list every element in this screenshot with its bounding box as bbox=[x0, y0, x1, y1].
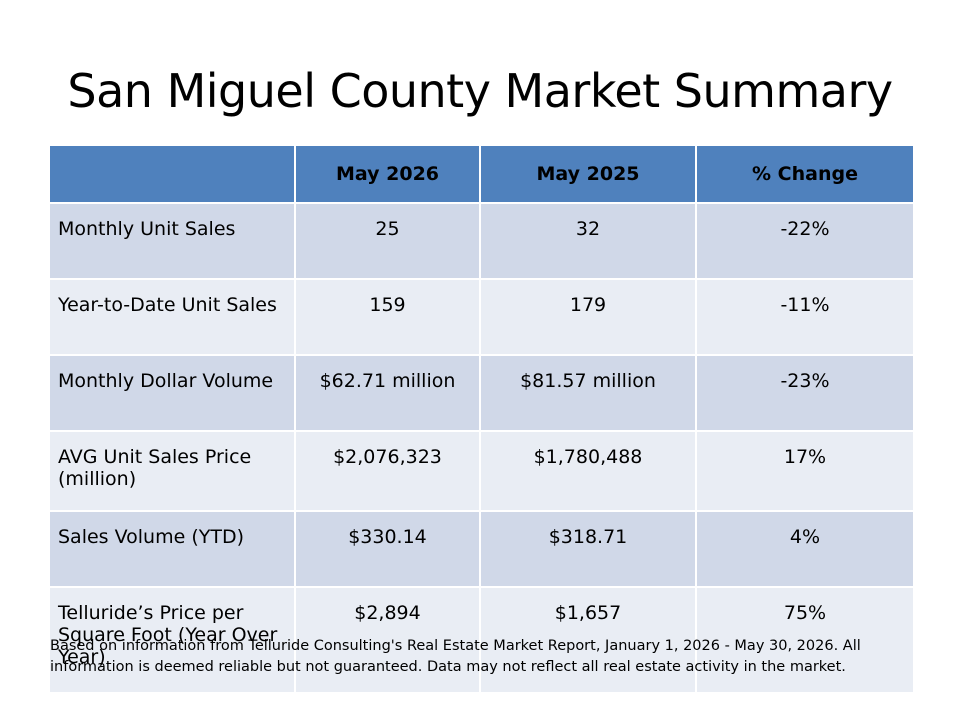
cell-may-2025: $1,657 bbox=[479, 586, 697, 694]
page-title: San Miguel County Market Summary bbox=[67, 64, 893, 118]
header-may-2025: May 2025 bbox=[479, 144, 697, 204]
row-label: Year-to-Date Unit Sales bbox=[48, 278, 296, 356]
cell-change: 75% bbox=[695, 586, 915, 694]
table-row: Sales Volume (YTD) $330.14 $318.71 4% bbox=[48, 510, 915, 588]
header-may-2026: May 2026 bbox=[294, 144, 481, 204]
cell-may-2025: $318.71 bbox=[479, 510, 697, 588]
row-label: Monthly Unit Sales bbox=[48, 202, 296, 280]
cell-change: 4% bbox=[695, 510, 915, 588]
cell-change: -22% bbox=[695, 202, 915, 280]
header-blank bbox=[48, 144, 296, 204]
cell-may-2026: 159 bbox=[294, 278, 481, 356]
cell-may-2026: 25 bbox=[294, 202, 481, 280]
cell-may-2026: $2,894 bbox=[294, 586, 481, 694]
cell-may-2026: $330.14 bbox=[294, 510, 481, 588]
table-row: Monthly Dollar Volume $62.71 million $81… bbox=[48, 354, 915, 432]
cell-change: -11% bbox=[695, 278, 915, 356]
row-label: Sales Volume (YTD) bbox=[48, 510, 296, 588]
cell-may-2025: 179 bbox=[479, 278, 697, 356]
footnote: Based on information from Telluride Cons… bbox=[50, 638, 861, 675]
cell-change: -23% bbox=[695, 354, 915, 432]
row-label: Telluride’s Price per Square Foot (Year … bbox=[48, 586, 296, 694]
table-row: Monthly Unit Sales 25 32 -22% bbox=[48, 202, 915, 280]
header-percent-change: % Change bbox=[695, 144, 915, 204]
cell-change: 17% bbox=[695, 430, 915, 512]
cell-may-2025: $1,780,488 bbox=[479, 430, 697, 512]
cell-may-2025: 32 bbox=[479, 202, 697, 280]
table-row: AVG Unit Sales Price (million) $2,076,32… bbox=[48, 430, 915, 512]
table-header-row: May 2026 May 2025 % Change bbox=[48, 144, 915, 204]
row-label: Monthly Dollar Volume bbox=[48, 354, 296, 432]
cell-may-2026: $2,076,323 bbox=[294, 430, 481, 512]
cell-may-2026: $62.71 million bbox=[294, 354, 481, 432]
cell-may-2025: $81.57 million bbox=[479, 354, 697, 432]
table-row: Year-to-Date Unit Sales 159 179 -11% bbox=[48, 278, 915, 356]
market-summary-table: May 2026 May 2025 % Change Monthly Unit … bbox=[48, 144, 915, 694]
row-label: AVG Unit Sales Price (million) bbox=[48, 430, 296, 512]
table-row: Telluride’s Price per Square Foot (Year … bbox=[48, 586, 915, 694]
